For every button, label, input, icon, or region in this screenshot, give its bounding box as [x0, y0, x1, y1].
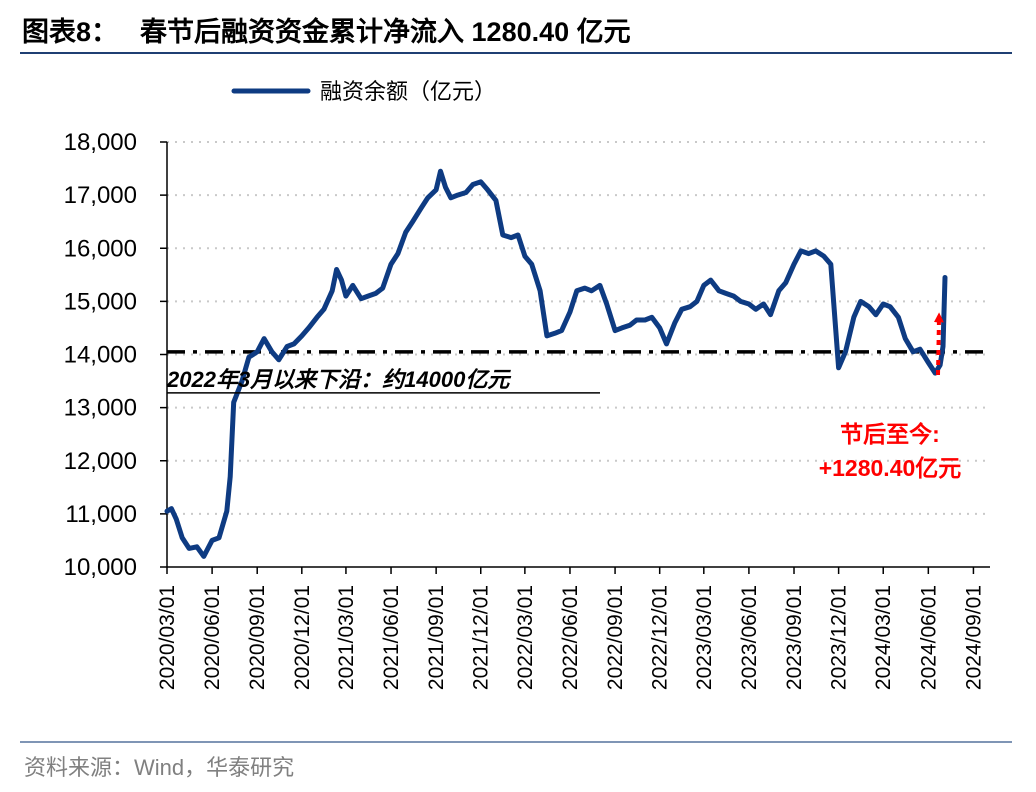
- x-tick-label: 2022/06/01: [559, 585, 582, 690]
- y-tick-label: 18,000: [64, 129, 137, 156]
- title-underline: [20, 52, 1012, 54]
- chart-title: 图表8： 春节后融资资金累计净流入 1280.40 亿元: [22, 10, 631, 49]
- x-tick-label: 2024/09/01: [962, 585, 985, 690]
- series-line-margin-balance: [164, 168, 948, 559]
- footer-rule: [20, 741, 1012, 743]
- y-tick-label: 14,000: [64, 342, 137, 369]
- y-tick-label: 17,000: [64, 182, 137, 209]
- x-tick-label: 2022/12/01: [649, 585, 672, 690]
- y-tick-label: 11,000: [65, 501, 137, 528]
- x-tick-label: 2023/03/01: [693, 585, 716, 690]
- x-tick-label: 2021/09/01: [425, 585, 448, 690]
- reference-line-label: 2022年3月以来下沿：约14000亿元: [166, 367, 511, 392]
- line-chart: 10,000 11,000 12,000 13,000 14,000 15,000 16,0…: [64, 79, 990, 690]
- gridlines: [167, 141, 990, 515]
- y-tick-label: 16,000: [64, 235, 137, 262]
- x-tick-label: 2021/12/01: [470, 585, 493, 690]
- x-tick-label: 2023/09/01: [783, 585, 806, 690]
- x-tick-label: 2022/09/01: [604, 585, 627, 690]
- source-note: 资料来源：Wind，华泰研究: [24, 755, 295, 780]
- x-tick-label: 2021/06/01: [380, 585, 403, 690]
- x-tick-label: 2024/03/01: [872, 585, 895, 690]
- legend-label: 融资余额（亿元）: [320, 79, 496, 104]
- title-text: 春节后融资资金累计净流入 1280.40 亿元: [140, 17, 631, 47]
- x-tick-label: 2022/03/01: [514, 585, 537, 690]
- x-axis-ticks: 2020/03/01 2020/06/01 2020/09/01 2020/12/01…: [156, 567, 985, 690]
- x-tick-label: 2020/06/01: [201, 585, 224, 690]
- x-tick-label: 2020/12/01: [291, 585, 314, 690]
- annotation-label-line2: +1280.40亿元: [819, 455, 962, 481]
- figure-label: 图表8：: [22, 17, 119, 47]
- y-tick-label: 10,000: [64, 554, 137, 581]
- y-tick-label: 12,000: [64, 448, 137, 475]
- x-tick-label: 2024/06/01: [917, 585, 940, 690]
- x-tick-label: 2023/06/01: [738, 585, 761, 690]
- annotation-label-line1: 节后至今:: [840, 421, 940, 447]
- x-tick-label: 2020/03/01: [156, 585, 179, 690]
- y-tick-label: 15,000: [64, 288, 137, 315]
- x-tick-label: 2020/09/01: [246, 585, 269, 690]
- y-axis-ticks: 10,000 11,000 12,000 13,000 14,000 15,000 16,0…: [64, 129, 167, 581]
- y-tick-label: 13,000: [64, 395, 137, 422]
- x-tick-label: 2023/12/01: [828, 585, 851, 690]
- x-tick-label: 2021/03/01: [335, 585, 358, 690]
